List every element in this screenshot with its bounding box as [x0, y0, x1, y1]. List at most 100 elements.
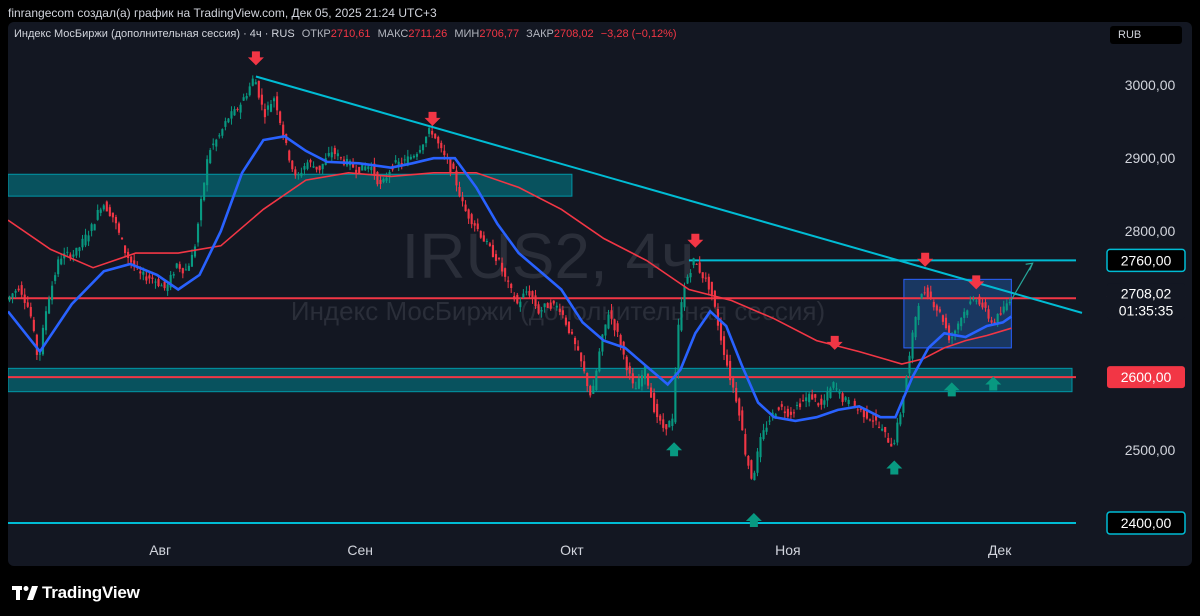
- candle-body: [306, 162, 309, 169]
- candle-body: [26, 302, 29, 307]
- candle-body: [120, 237, 124, 240]
- candle-body: [750, 460, 753, 479]
- candle-body: [358, 166, 361, 174]
- candle-body: [151, 277, 154, 279]
- candle-body: [108, 207, 111, 217]
- candle-body: [382, 178, 385, 183]
- candle-body: [160, 285, 163, 287]
- candle-body: [601, 334, 604, 352]
- price-level-label: [1106, 511, 1186, 535]
- candle-body: [765, 427, 768, 432]
- projection-arrow-head: [1025, 262, 1034, 271]
- candle-body: [209, 150, 212, 164]
- candle-body: [722, 336, 726, 355]
- candle-body: [352, 163, 355, 168]
- candle-body: [476, 223, 479, 230]
- candle-body: [829, 388, 832, 398]
- candle-body: [975, 300, 978, 302]
- price-level-label: [1107, 366, 1185, 389]
- candle-body: [738, 398, 741, 416]
- candle-body: [814, 394, 817, 398]
- candle-body: [589, 386, 592, 396]
- candle-body: [403, 159, 406, 161]
- candle-body: [798, 403, 802, 408]
- candle-body: [242, 97, 245, 101]
- candle-body: [823, 400, 826, 405]
- candle-body: [123, 245, 127, 254]
- sell-arrow-icon: [917, 252, 934, 267]
- candle-body: [309, 159, 312, 163]
- candle-body: [32, 319, 35, 331]
- candle-body: [777, 407, 780, 410]
- candle-body: [899, 414, 902, 425]
- candle-body: [887, 438, 890, 443]
- candle-body: [482, 235, 485, 242]
- candle-body: [54, 275, 57, 281]
- candle-body: [987, 309, 990, 319]
- candle-body: [288, 150, 291, 161]
- candle-body: [926, 287, 929, 298]
- candle-body: [72, 254, 75, 257]
- tradingview-logo-icon: [12, 586, 38, 600]
- candle-body: [409, 156, 412, 160]
- candle-body: [157, 279, 160, 287]
- candle-body: [522, 293, 525, 298]
- candle-body: [802, 400, 805, 402]
- candle-body: [610, 310, 613, 319]
- candle-body: [230, 111, 233, 119]
- candle-body: [868, 419, 872, 421]
- candle-body: [972, 299, 975, 301]
- candle-body: [826, 391, 829, 401]
- candle-body: [114, 217, 118, 224]
- candle-body: [662, 419, 665, 428]
- candle-body: [546, 303, 549, 308]
- candle-body: [99, 209, 102, 213]
- candle-body: [668, 420, 671, 428]
- candle-body: [318, 165, 321, 171]
- candle-body: [865, 409, 868, 419]
- candle-body: [181, 268, 184, 274]
- candle-body: [20, 285, 23, 295]
- candle-body: [586, 373, 589, 387]
- candle-body: [254, 82, 257, 85]
- chart-panel[interactable]: IRUS2, 4ч Индекс МосБиржи (дополнительная…: [8, 22, 1192, 566]
- candle-body: [929, 291, 932, 299]
- candle-body: [768, 420, 771, 422]
- candle-body: [984, 302, 987, 308]
- candle-body: [920, 293, 923, 299]
- candle-body: [707, 276, 710, 290]
- candle-body: [963, 311, 966, 318]
- buy-arrow-icon: [666, 442, 683, 457]
- candle-body: [756, 451, 759, 473]
- candle-body: [69, 254, 72, 259]
- candle-body: [516, 294, 519, 304]
- buy-arrow-icon: [985, 376, 1002, 391]
- candle-body: [66, 251, 69, 253]
- candle-body: [102, 205, 105, 210]
- price-chart[interactable]: IRUS2, 4ч Индекс МосБиржи (дополнительная…: [8, 22, 1192, 566]
- candle-body: [166, 284, 169, 292]
- price-level-value: 2600,00: [1121, 369, 1172, 385]
- candle-body: [333, 148, 336, 155]
- candle-body: [44, 311, 48, 331]
- buy-arrow-icon: [943, 382, 960, 397]
- candle-body: [795, 404, 799, 406]
- candle-body: [130, 256, 133, 263]
- candle-body: [41, 327, 45, 355]
- candle-body: [236, 108, 239, 110]
- candle-body: [908, 355, 911, 374]
- currency-selector[interactable]: RUB: [1110, 26, 1182, 44]
- watermark-name: Индекс МосБиржи (дополнительная сессия): [291, 296, 825, 326]
- candle-body: [878, 426, 881, 428]
- candle-body: [510, 283, 513, 289]
- candle-body: [674, 372, 677, 423]
- candle-body: [893, 442, 896, 444]
- candle-body: [710, 281, 713, 295]
- candle-body: [57, 259, 60, 275]
- candle-body: [874, 415, 878, 421]
- candle-body: [671, 418, 674, 426]
- candle-body: [75, 247, 78, 256]
- candle-body: [817, 403, 820, 406]
- candle-body: [753, 472, 756, 481]
- candle-body: [227, 118, 230, 123]
